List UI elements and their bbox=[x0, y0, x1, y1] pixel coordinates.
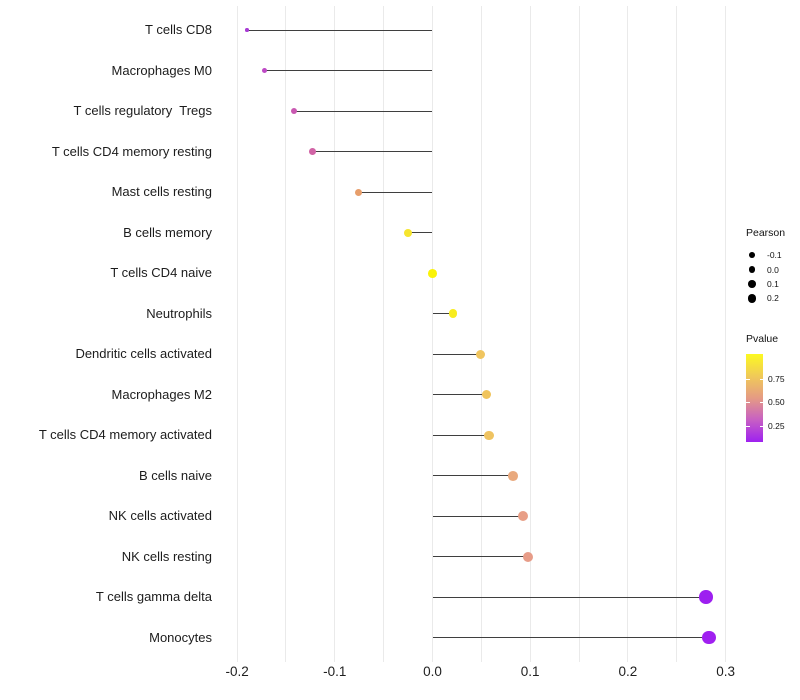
colorbar-tick bbox=[746, 401, 750, 403]
data-point bbox=[308, 148, 316, 156]
legend-pvalue: Pvalue 0.75 0.50 0.25 bbox=[746, 333, 800, 442]
stem bbox=[432, 313, 454, 315]
stem bbox=[432, 637, 709, 639]
legend-pearson-title: Pearson bbox=[746, 227, 786, 239]
y-axis-label: NK cells resting bbox=[121, 548, 212, 564]
data-point bbox=[245, 28, 249, 32]
y-axis-label: T cells CD4 memory resting bbox=[51, 143, 212, 159]
stem bbox=[432, 434, 490, 436]
stem bbox=[293, 110, 433, 112]
colorbar-tick bbox=[759, 378, 763, 380]
legend-size-dot bbox=[746, 266, 758, 273]
legend-pearson-item: 0.0 bbox=[746, 262, 800, 276]
data-point bbox=[507, 470, 518, 481]
legend-size-label: 0.1 bbox=[767, 278, 779, 289]
gridline bbox=[432, 6, 433, 662]
y-axis-label: Macrophages M2 bbox=[111, 386, 212, 402]
stem bbox=[432, 515, 524, 517]
y-axis-label: Neutrophils bbox=[146, 305, 212, 321]
circle-icon bbox=[747, 294, 757, 303]
legend-size-dot bbox=[746, 280, 758, 288]
stem bbox=[408, 232, 433, 234]
stem bbox=[432, 596, 707, 598]
y-axis-label: T cells CD4 naive bbox=[110, 265, 212, 281]
y-axis-label: T cells gamma delta bbox=[95, 589, 212, 605]
legend-pvalue-title: Pvalue bbox=[746, 333, 779, 345]
data-point bbox=[290, 108, 297, 115]
gridline bbox=[236, 6, 238, 662]
stem bbox=[432, 475, 513, 477]
data-point bbox=[475, 349, 485, 359]
colorbar-tick bbox=[759, 425, 763, 427]
gridline bbox=[725, 6, 727, 662]
x-tick-label: -0.2 bbox=[225, 664, 249, 679]
legend-size-dot bbox=[746, 252, 758, 259]
data-point bbox=[702, 630, 716, 645]
legend-size-label: -0.1 bbox=[767, 250, 782, 261]
stem bbox=[264, 70, 433, 72]
gridline bbox=[334, 6, 336, 662]
colorbar-tick-label: 0.75 bbox=[768, 373, 785, 384]
colorbar-tick bbox=[746, 378, 750, 380]
data-point bbox=[354, 188, 362, 196]
y-axis-label: Monocytes bbox=[149, 629, 212, 645]
colorbar-tick bbox=[746, 425, 750, 427]
stem bbox=[246, 29, 433, 31]
circle-icon bbox=[749, 252, 755, 259]
circle-icon bbox=[748, 266, 756, 273]
legend-size-dot bbox=[746, 294, 758, 303]
data-point bbox=[518, 511, 529, 522]
data-point bbox=[448, 309, 458, 319]
stem bbox=[312, 151, 433, 153]
y-axis-label: Mast cells resting bbox=[111, 184, 212, 200]
legend-size-label: 0.0 bbox=[767, 264, 779, 275]
y-axis-label: Dendritic cells activated bbox=[75, 346, 212, 362]
legend-pearson: Pearson -0.1 0.0 0.1 0.2 bbox=[746, 227, 800, 306]
gridline bbox=[627, 6, 629, 662]
circle-icon bbox=[748, 280, 756, 288]
stem bbox=[358, 191, 433, 193]
data-point bbox=[261, 68, 268, 74]
y-axis-label: T cells regulatory Tregs bbox=[73, 103, 212, 119]
y-axis-label: B cells memory bbox=[123, 224, 212, 240]
data-point bbox=[699, 590, 713, 604]
y-axis-label: T cells CD4 memory activated bbox=[38, 427, 212, 443]
colorbar-tick-label: 0.50 bbox=[768, 396, 785, 407]
gridline bbox=[480, 6, 482, 662]
stem bbox=[432, 394, 487, 396]
gridline bbox=[578, 6, 580, 662]
data-point bbox=[523, 551, 534, 562]
data-point bbox=[428, 268, 437, 278]
y-axis-label: T cells CD8 bbox=[145, 22, 212, 38]
x-tick-label: 0.0 bbox=[423, 664, 442, 679]
x-tick-label: -0.1 bbox=[323, 664, 347, 679]
legend-pearson-item: 0.1 bbox=[746, 277, 800, 291]
stem bbox=[432, 556, 529, 558]
x-tick-label: 0.1 bbox=[520, 664, 540, 679]
data-point bbox=[403, 228, 413, 237]
data-point bbox=[481, 390, 491, 400]
x-tick-label: 0.3 bbox=[716, 664, 735, 679]
colorbar-tick bbox=[759, 401, 763, 403]
legend-pearson-items: -0.1 0.0 0.1 0.2 bbox=[746, 248, 800, 306]
gridline bbox=[383, 6, 385, 662]
gridline bbox=[529, 6, 531, 662]
y-axis-label: NK cells activated bbox=[108, 508, 212, 524]
y-axis-label: B cells naive bbox=[139, 467, 212, 483]
data-point bbox=[484, 430, 494, 440]
y-axis-label: Macrophages M0 bbox=[111, 62, 212, 78]
legend-size-label: 0.2 bbox=[767, 293, 779, 304]
stem bbox=[432, 353, 481, 355]
legend-pearson-item: 0.2 bbox=[746, 291, 800, 305]
pvalue-colorbar: 0.75 0.50 0.25 bbox=[746, 354, 785, 442]
colorbar-tick-label: 0.25 bbox=[768, 420, 785, 431]
legend-pearson-item: -0.1 bbox=[746, 248, 800, 262]
gridline bbox=[285, 6, 287, 662]
gridline bbox=[676, 6, 678, 662]
x-tick-label: 0.2 bbox=[618, 664, 638, 679]
